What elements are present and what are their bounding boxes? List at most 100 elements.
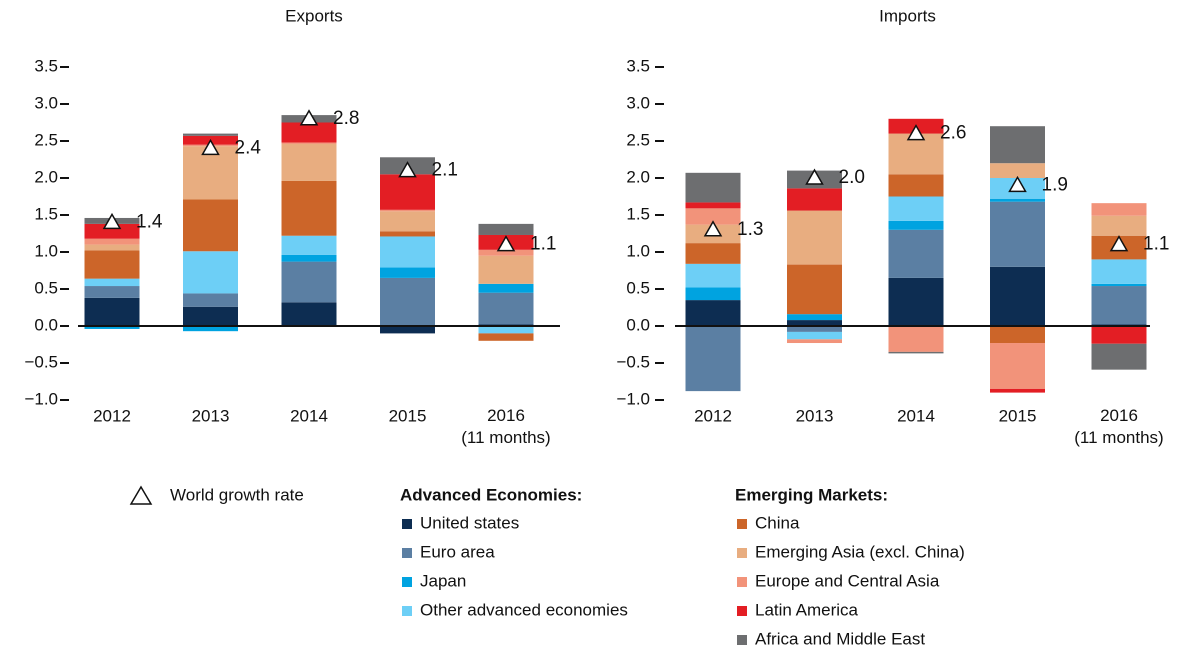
bar-segment — [281, 180, 337, 236]
growth-label: 2.0 — [839, 167, 865, 188]
legend-swatch — [737, 635, 747, 645]
bar-segment — [1091, 283, 1147, 287]
bar-segment — [84, 278, 140, 287]
bar-segment — [888, 196, 944, 221]
bar-segment — [380, 209, 435, 212]
bar-segment — [84, 238, 140, 245]
growth-label: 2.4 — [235, 137, 262, 158]
bar-segment — [281, 143, 337, 181]
bar-segment — [787, 339, 842, 344]
bar-segment — [478, 292, 534, 325]
bar-segment — [478, 326, 534, 334]
x-tick-label: 2013 — [796, 406, 834, 425]
bar-segment — [183, 306, 238, 326]
bar-segment — [888, 174, 944, 197]
growth-label: 2.6 — [940, 123, 966, 144]
y-tick-label: 3.0 — [626, 93, 650, 112]
growth-marker — [102, 212, 122, 230]
y-tick-label: −1.0 — [24, 389, 58, 408]
bar-segment — [888, 229, 944, 278]
y-tick-label: 0.5 — [34, 278, 58, 297]
bar-segment — [888, 351, 944, 354]
bar-segment — [1091, 326, 1147, 344]
legend-label: United states — [420, 513, 519, 532]
bar-segment — [380, 326, 435, 334]
bar-segment — [380, 174, 435, 210]
bar-segment — [888, 133, 944, 175]
bar-segment — [84, 250, 140, 279]
bar-segment — [990, 201, 1045, 267]
legend-swatch — [737, 548, 747, 558]
growth-label: 1.1 — [1143, 234, 1169, 255]
bar-segment — [281, 254, 337, 262]
y-tick-label: 3.5 — [34, 56, 58, 75]
legend-label: Africa and Middle East — [755, 629, 925, 648]
bar-segment — [380, 267, 435, 278]
bar-segment — [281, 261, 337, 303]
bar-segment — [1091, 215, 1147, 236]
bar-segment — [183, 326, 238, 332]
legend-label: Other advanced economies — [420, 600, 628, 619]
growth-label: 2.8 — [333, 108, 359, 129]
bar-segment — [84, 244, 140, 251]
legend-label: World growth rate — [170, 485, 304, 504]
bar-segment — [685, 263, 741, 288]
x-tick-label: 2016 (11 months) — [461, 406, 550, 447]
growth-label: 2.1 — [432, 160, 458, 181]
x-tick-label: 2014 — [290, 406, 328, 425]
growth-marker — [703, 220, 723, 237]
y-tick-label: 3.0 — [34, 93, 58, 112]
bar-segment — [685, 326, 741, 392]
y-tick-label: −0.5 — [616, 352, 650, 371]
bar-segment — [380, 231, 435, 237]
bar-segment — [685, 287, 741, 301]
bar-segment — [888, 326, 944, 352]
legend-swatch — [402, 548, 412, 558]
y-tick-label: 0.5 — [626, 278, 650, 297]
bar-segment — [990, 266, 1045, 326]
y-tick-label: 1.0 — [34, 241, 58, 260]
bar-segment — [380, 236, 435, 268]
y-tick-label: 2.5 — [34, 130, 58, 149]
bar-segment — [990, 343, 1045, 389]
bar-segment — [787, 210, 842, 265]
legend-swatch — [402, 606, 412, 616]
bar-segment — [787, 264, 842, 315]
bar-segment — [685, 202, 741, 209]
bar-segment — [84, 223, 140, 239]
chart-title: Imports — [879, 6, 936, 25]
y-tick-label: 1.5 — [34, 204, 58, 223]
bar-segment — [281, 122, 337, 143]
growth-label: 1.3 — [737, 219, 763, 240]
legend-swatch — [737, 577, 747, 587]
bar-segment — [990, 198, 1045, 202]
growth-marker — [1008, 175, 1027, 193]
legend-group-title: Advanced Economies: — [400, 485, 582, 504]
x-tick-label: 2015 — [389, 406, 427, 425]
growth-marker — [398, 161, 417, 178]
bar-segment — [281, 235, 337, 255]
bar-segment — [478, 223, 534, 235]
bar-segment — [787, 331, 842, 340]
bar-segment — [990, 326, 1045, 344]
legend-label: Emerging Asia (excl. China) — [755, 542, 965, 561]
legend-swatch — [737, 519, 747, 529]
x-tick-label: 2012 — [694, 406, 732, 425]
legend-swatch — [402, 577, 412, 587]
x-tick-label: 2013 — [192, 406, 230, 425]
bar-segment — [478, 333, 534, 341]
legend-label: Euro area — [420, 542, 495, 561]
bar-segment — [888, 277, 944, 326]
bar-segment — [183, 293, 238, 307]
y-tick-label: 0.0 — [34, 315, 58, 334]
bar-segment — [84, 326, 140, 329]
y-tick-label: 1.5 — [626, 204, 650, 223]
bar-segment — [787, 188, 842, 211]
bar-segment — [1091, 343, 1147, 370]
growth-marker — [1109, 235, 1129, 252]
bar-segment — [84, 286, 140, 298]
x-tick-label: 2016 (11 months) — [1074, 406, 1163, 447]
x-tick-label: 2012 — [93, 406, 131, 425]
growth-marker — [496, 235, 516, 252]
legend-label: Japan — [420, 571, 466, 590]
